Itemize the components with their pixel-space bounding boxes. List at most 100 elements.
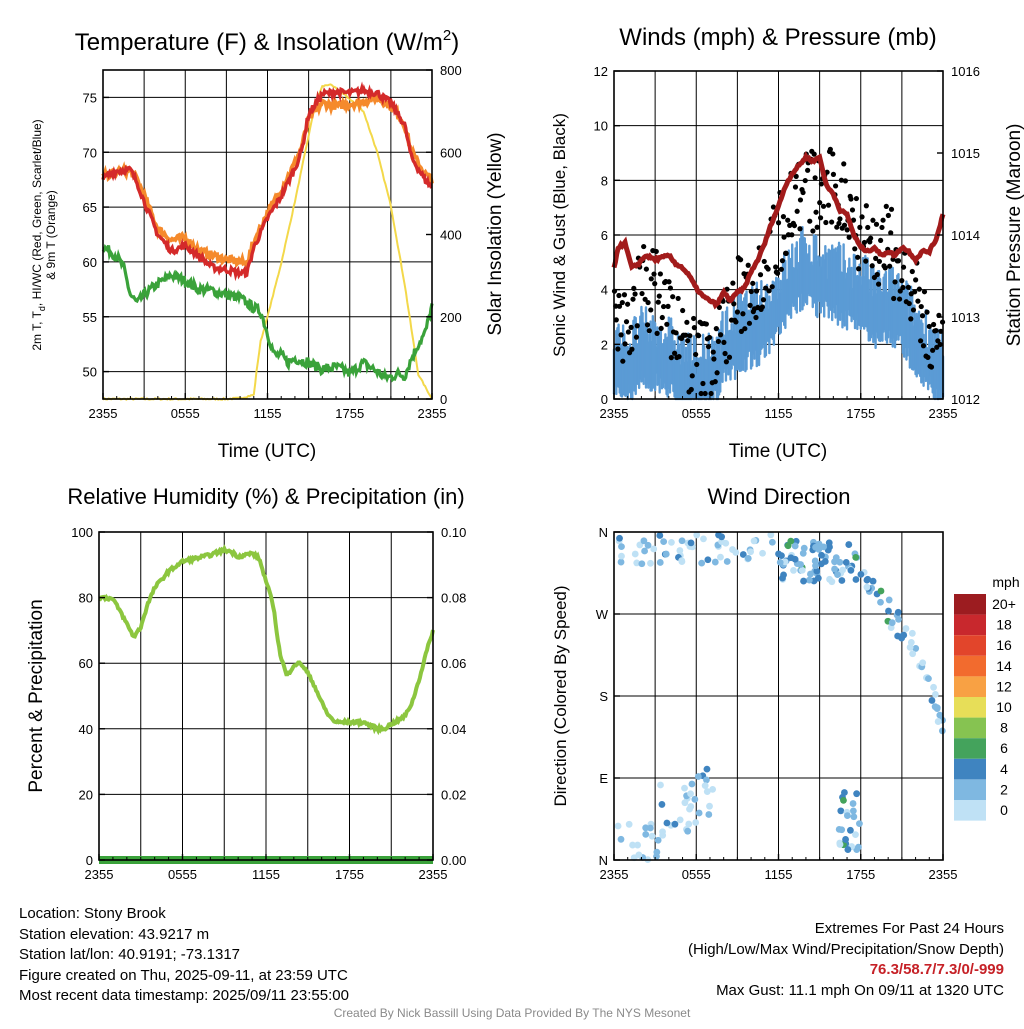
gust-point [870, 217, 876, 223]
direction-point [820, 543, 827, 551]
gust-point [708, 390, 714, 397]
gust-point [618, 332, 624, 338]
y-tick-label: W [596, 607, 609, 622]
direction-point [618, 552, 625, 560]
gust-point [753, 314, 759, 321]
gust-point [912, 289, 918, 295]
direction-point [703, 765, 711, 773]
gust-point [645, 299, 651, 306]
direction-point [894, 608, 902, 616]
gust-point [648, 276, 654, 282]
legend-swatch [954, 758, 986, 780]
y-axis-label-line2: & 9m T (Orange) [44, 190, 58, 280]
legend-label: 14 [996, 658, 1012, 674]
direction-point [807, 570, 814, 578]
direction-point [701, 782, 709, 790]
gust-point [661, 303, 667, 310]
direction-point [840, 796, 847, 804]
direction-point [646, 824, 654, 832]
gust-point [846, 234, 852, 240]
speed-legend: mph 20+ 18 16 14 12 10 8 6 4 2 0 [954, 574, 1020, 821]
gust-point [781, 234, 787, 240]
x-tick-label: 2355 [419, 867, 448, 882]
gust-point [887, 263, 893, 269]
direction-point [837, 807, 845, 815]
gust-point [673, 330, 679, 336]
y-tick-label: 100 [71, 525, 93, 540]
direction-point [750, 537, 758, 545]
y2-tick-label: 200 [440, 310, 462, 325]
direction-point [711, 558, 719, 566]
gust-point [797, 197, 804, 203]
gust-point [842, 178, 849, 184]
direction-point [849, 800, 857, 807]
direction-point [678, 537, 686, 545]
chart-title: Winds (mph) & Pressure (mb) [619, 24, 936, 51]
ylabel-part: 2m T, T [30, 310, 44, 350]
extremes-values: 76.3/58.7/7.3/0/-999 [869, 961, 1004, 978]
gust-point [934, 344, 940, 350]
gust-point [813, 209, 819, 215]
gust-point [613, 317, 619, 323]
gust-point [632, 291, 638, 297]
x-tick-label: 2355 [929, 406, 958, 421]
direction-point [843, 812, 851, 820]
direction-point [642, 830, 650, 838]
gust-point [933, 327, 939, 334]
x-tick-label: 1155 [252, 867, 280, 882]
pressure-line [611, 151, 946, 310]
gust-point [836, 220, 842, 226]
direction-point [934, 718, 942, 725]
direction-point [659, 828, 666, 836]
panel-winds: 2355 0555 1155 1755 235502468101210121013101… [550, 24, 1024, 462]
direction-point [633, 559, 641, 567]
gust-point [643, 266, 649, 272]
gust-point [712, 379, 718, 385]
title-end: ) [451, 29, 459, 56]
direction-point [877, 598, 884, 606]
gust-point [730, 280, 736, 286]
gust-point [687, 333, 693, 339]
x-tick-label: 1755 [846, 867, 875, 882]
y-tick-label: 12 [594, 64, 608, 79]
gust-point [899, 278, 905, 284]
direction-point [908, 629, 916, 637]
gust-point [621, 292, 628, 298]
direction-point [658, 801, 666, 808]
ylabel-part: , HI/WC (Red, Green, Scarlet/Blue) [30, 119, 44, 306]
gust-point [713, 326, 719, 332]
gust-point [874, 271, 880, 278]
gust-point [722, 350, 728, 357]
direction-point [787, 537, 795, 545]
gust-point [930, 321, 937, 328]
direction-point [671, 820, 679, 828]
gust-point [721, 339, 727, 346]
direction-point [817, 560, 825, 568]
gust-point [631, 285, 637, 291]
direction-point [855, 843, 862, 851]
gust-point [830, 171, 837, 177]
y-tick-label: 40 [79, 722, 93, 737]
direction-point [723, 558, 731, 565]
gust-point [869, 263, 875, 269]
gust-point [688, 386, 694, 393]
direction-point [869, 577, 877, 585]
direction-point [635, 851, 643, 859]
gust-point [928, 364, 935, 370]
gust-point [873, 221, 880, 227]
panel-humidity: 2355 0555 1155 1755 23550204060801000.000.02… [26, 484, 466, 882]
direction-point [895, 615, 902, 623]
direction-point [687, 803, 695, 810]
direction-point [681, 784, 688, 792]
direction-point [759, 549, 766, 557]
direction-point [631, 550, 639, 558]
direction-point [885, 607, 892, 615]
gust-point [913, 277, 919, 283]
legend-title: mph [992, 574, 1019, 590]
gust-point [849, 207, 856, 213]
gust-point [841, 161, 847, 167]
direction-point [676, 816, 684, 824]
direction-point [812, 562, 819, 570]
direction-point [791, 542, 799, 550]
gust-point [745, 262, 751, 268]
